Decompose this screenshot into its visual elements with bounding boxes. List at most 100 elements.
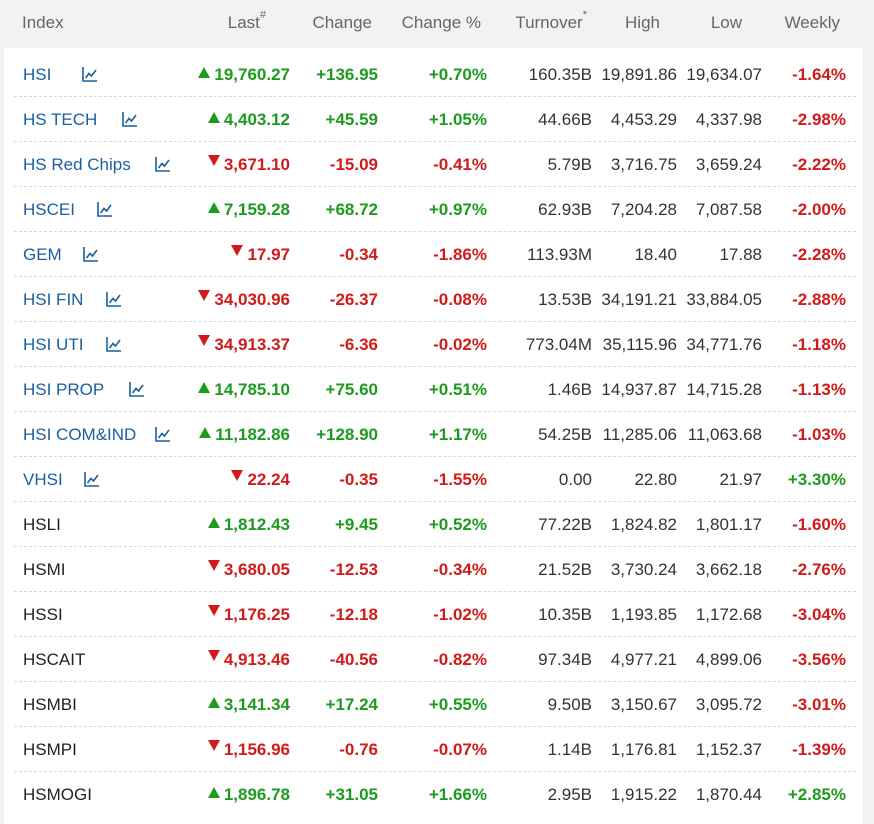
turnover-value: 97.34B bbox=[538, 650, 592, 669]
index-name-link[interactable]: HSI bbox=[23, 65, 52, 84]
line-chart-icon[interactable] bbox=[82, 246, 99, 263]
table-row: HSMBI 3,141.34 +17.24 +0.55% 9.50B 3,150.67 3,… bbox=[14, 682, 856, 727]
last-value: 17.97 bbox=[231, 245, 290, 265]
table-row: HSMOGI 1,896.78 +31.05 +1.66% 2.95B 1,915.22 1… bbox=[14, 772, 856, 817]
triangle-up-icon bbox=[207, 202, 220, 213]
low-value: 11,063.68 bbox=[687, 425, 762, 444]
change-value: -0.34 bbox=[339, 245, 378, 264]
change-value: +136.95 bbox=[316, 65, 378, 84]
weekly-value: -1.64% bbox=[792, 65, 846, 84]
low-value: 33,884.05 bbox=[686, 290, 762, 309]
index-name: HSLI bbox=[23, 515, 61, 534]
change-value: -0.35 bbox=[339, 470, 378, 489]
last-value-text: 34,913.37 bbox=[214, 335, 290, 354]
last-value-text: 14,785.10 bbox=[214, 380, 290, 399]
high-value: 1,915.22 bbox=[610, 785, 677, 804]
triangle-down-icon bbox=[207, 650, 220, 661]
turnover-value: 21.52B bbox=[538, 560, 592, 579]
line-chart-icon[interactable] bbox=[154, 426, 171, 443]
last-value: 3,141.34 bbox=[207, 695, 290, 715]
index-name-link[interactable]: HS Red Chips bbox=[23, 155, 131, 174]
index-name-link[interactable]: HSCEI bbox=[23, 200, 75, 219]
change-pct-value: +0.51% bbox=[428, 380, 487, 399]
table-row: HSSI 1,176.25 -12.18 -1.02% 10.35B 1,193.85 1,… bbox=[14, 592, 856, 637]
change-pct-value: -0.02% bbox=[433, 335, 487, 354]
last-value-text: 1,896.78 bbox=[223, 785, 290, 804]
header-last: Last# bbox=[228, 9, 266, 34]
header-turnover: Turnover* bbox=[515, 9, 587, 34]
last-value: 22.24 bbox=[231, 470, 290, 490]
line-chart-icon[interactable] bbox=[83, 471, 100, 488]
change-value: -12.18 bbox=[329, 605, 378, 624]
last-value: 14,785.10 bbox=[198, 380, 290, 400]
line-chart-icon[interactable] bbox=[128, 381, 145, 398]
table-row: VHSI 22.24 -0.35 -1.55% 0.00 22.80 21.97 +3.30% bbox=[14, 457, 856, 502]
triangle-down-icon bbox=[231, 470, 244, 481]
turnover-value: 0.00 bbox=[558, 470, 592, 489]
high-value: 4,453.29 bbox=[610, 110, 677, 129]
last-value: 7,159.28 bbox=[207, 200, 290, 220]
change-value: -15.09 bbox=[329, 155, 378, 174]
line-chart-icon[interactable] bbox=[105, 291, 122, 308]
index-name-link[interactable]: HS TECH bbox=[23, 110, 98, 129]
turnover-value: 62.93B bbox=[538, 200, 592, 219]
high-value: 11,285.06 bbox=[602, 425, 677, 444]
change-pct-value: +0.97% bbox=[428, 200, 487, 219]
high-value: 4,977.21 bbox=[610, 650, 677, 669]
weekly-value: -2.28% bbox=[792, 245, 846, 264]
last-value: 1,156.96 bbox=[207, 740, 290, 760]
low-value: 14,715.28 bbox=[686, 380, 762, 399]
change-value: -26.37 bbox=[329, 290, 378, 309]
index-name-link[interactable]: GEM bbox=[23, 245, 62, 264]
high-value: 22.80 bbox=[634, 470, 677, 489]
last-value-text: 1,812.43 bbox=[223, 515, 290, 534]
weekly-value: -2.76% bbox=[792, 560, 846, 579]
change-pct-value: +1.05% bbox=[428, 110, 487, 129]
header-high: High bbox=[625, 13, 660, 32]
change-pct-value: +0.55% bbox=[428, 695, 487, 714]
table-header: Index Last# Change Change % Turnover* Hi… bbox=[0, 0, 874, 48]
header-weekly: Weekly bbox=[784, 13, 840, 32]
index-name: HSMI bbox=[23, 560, 66, 579]
line-chart-icon[interactable] bbox=[154, 156, 171, 173]
high-value: 14,937.87 bbox=[601, 380, 677, 399]
last-value: 19,760.27 bbox=[198, 65, 290, 85]
last-value-text: 7,159.28 bbox=[223, 200, 290, 219]
weekly-value: -1.39% bbox=[792, 740, 846, 759]
weekly-value: -3.56% bbox=[792, 650, 846, 669]
table-row: HSI FIN 34,030.96 -26.37 -0.08% 13.53B 34,191… bbox=[14, 277, 856, 322]
turnover-value: 113.93M bbox=[527, 245, 592, 264]
index-name-link[interactable]: HSI UTI bbox=[23, 335, 84, 354]
low-value: 3,095.72 bbox=[695, 695, 762, 714]
high-value: 1,193.85 bbox=[610, 605, 677, 624]
line-chart-icon[interactable] bbox=[96, 201, 113, 218]
change-pct-value: -1.55% bbox=[433, 470, 487, 489]
high-value: 3,716.75 bbox=[610, 155, 677, 174]
index-name-link[interactable]: VHSI bbox=[23, 470, 63, 489]
last-value: 4,913.46 bbox=[207, 650, 290, 670]
line-chart-icon[interactable] bbox=[105, 336, 122, 353]
index-name-link[interactable]: HSI FIN bbox=[23, 290, 84, 309]
index-name: HSMOGI bbox=[23, 785, 92, 804]
last-value-text: 22.24 bbox=[247, 470, 290, 489]
table-row: GEM 17.97 -0.34 -1.86% 113.93M 18.40 17.88 -2.2… bbox=[14, 232, 856, 277]
last-value-text: 17.97 bbox=[247, 245, 290, 264]
change-value: +128.90 bbox=[316, 425, 378, 444]
table-row: HS TECH 4,403.12 +45.59 +1.05% 44.66B 4,453.2… bbox=[14, 97, 856, 142]
triangle-up-icon bbox=[198, 382, 211, 393]
weekly-value: -2.00% bbox=[792, 200, 846, 219]
last-value-text: 19,760.27 bbox=[214, 65, 290, 84]
change-pct-value: -0.34% bbox=[433, 560, 487, 579]
line-chart-icon[interactable] bbox=[121, 111, 138, 128]
change-pct-value: -0.07% bbox=[433, 740, 487, 759]
low-value: 1,801.17 bbox=[695, 515, 762, 534]
index-name-link[interactable]: HSI COM&IND bbox=[23, 425, 137, 444]
line-chart-icon[interactable] bbox=[81, 66, 98, 83]
index-name-link[interactable]: HSI PROP bbox=[23, 380, 105, 399]
turnover-value: 773.04M bbox=[525, 335, 592, 354]
last-value-text: 3,141.34 bbox=[223, 695, 290, 714]
high-value: 35,115.96 bbox=[602, 335, 677, 354]
change-value: -0.76 bbox=[339, 740, 378, 759]
index-name: HSMBI bbox=[23, 695, 77, 714]
table-row: HSI PROP 14,785.10 +75.60 +0.51% 1.46B 14,937… bbox=[14, 367, 856, 412]
